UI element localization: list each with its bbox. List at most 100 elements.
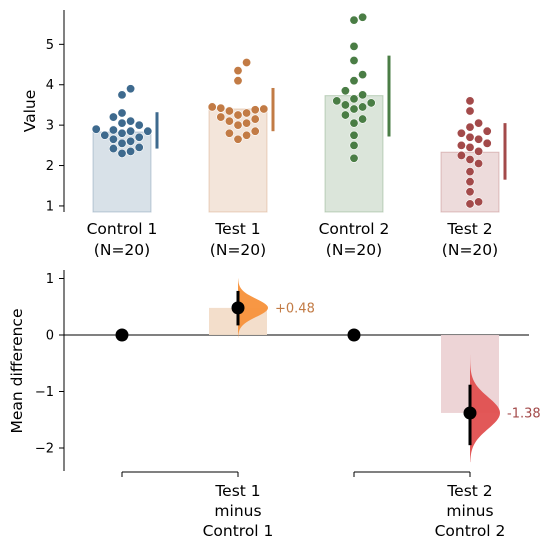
group-label: Control 2 <box>319 220 390 238</box>
swarm-point <box>340 100 350 110</box>
swarm-point <box>465 199 475 209</box>
swarm-point <box>250 126 260 136</box>
top-y-axis-label: Value <box>21 90 39 133</box>
swarm-point <box>358 12 368 22</box>
swarm-point <box>126 146 136 156</box>
swarm-point <box>474 159 484 169</box>
bottom-y-tick-label: −2 <box>35 442 54 457</box>
swarm-point <box>126 84 136 94</box>
group-label: Test 2 <box>446 220 492 238</box>
swarm-point <box>465 96 475 106</box>
swarm-point <box>250 105 260 115</box>
contrast-labels: Test 1 minus Control 1 Test 2 minus Control 2 <box>203 482 506 540</box>
difference-point <box>463 406 477 420</box>
swarm-point <box>465 132 475 142</box>
bootstrap-distribution <box>238 278 268 338</box>
swarm-point <box>340 110 350 120</box>
swarm-point <box>250 114 260 124</box>
swarm-point <box>216 112 226 122</box>
contrast-label-line: Test 2 <box>446 482 492 500</box>
swarm-point <box>108 134 118 144</box>
swarm-point <box>100 130 110 140</box>
reference-point <box>347 328 361 342</box>
group-label: Control 1 <box>87 220 158 238</box>
group-labels: Control 1 (N=20) Test 1 (N=20) Control 2 (N=2… <box>87 220 499 259</box>
swarm-point <box>216 103 226 113</box>
difference-bars <box>209 307 499 413</box>
swarm-point <box>465 106 475 116</box>
swarm-point <box>91 124 101 134</box>
group-n-label: (N=20) <box>442 241 498 259</box>
swarm-point <box>474 146 484 156</box>
contrast-label-line: Test 1 <box>214 482 260 500</box>
swarm-point <box>224 128 234 138</box>
swarm-point <box>349 130 359 140</box>
swarm-point <box>224 106 234 116</box>
swarm-point <box>474 134 484 144</box>
swarm-point <box>108 125 118 135</box>
swarm-point <box>242 130 252 140</box>
swarm-point <box>358 102 368 112</box>
swarm-point <box>349 94 359 104</box>
bottom-y-tick-label: 1 <box>46 272 54 287</box>
difference-value-label: +0.48 <box>275 301 315 316</box>
bottom-y-ticks: −2 −1 0 1 <box>35 272 64 457</box>
swarm-point <box>456 128 466 138</box>
contrast-label-line: Control 2 <box>435 522 506 540</box>
swarm-point <box>233 134 243 144</box>
bottom-x-axis <box>121 471 471 477</box>
bottom-y-tick-label: −1 <box>35 385 54 400</box>
contrast-label-line: Control 1 <box>203 522 274 540</box>
swarm-point <box>465 177 475 187</box>
swarm-point <box>349 153 359 163</box>
swarm-point <box>349 55 359 65</box>
swarm-point <box>108 112 118 122</box>
swarm-points <box>91 12 492 209</box>
swarm-point <box>349 140 359 150</box>
top-y-tick-label: 4 <box>46 78 54 93</box>
swarm-point <box>117 108 127 118</box>
swarm-point <box>465 122 475 132</box>
swarm-point <box>143 126 153 136</box>
swarm-point <box>482 138 492 148</box>
swarm-point <box>242 108 252 118</box>
swarm-point <box>134 120 144 130</box>
swarm-point <box>349 104 359 114</box>
swarm-point <box>474 118 484 128</box>
swarm-point <box>233 76 243 86</box>
swarm-point <box>482 126 492 136</box>
group-n-label: (N=20) <box>210 241 266 259</box>
swarm-point <box>358 90 368 100</box>
swarm-point <box>349 76 359 86</box>
top-y-tick-label: 2 <box>46 159 54 174</box>
swarm-point <box>117 148 127 158</box>
swarm-point <box>332 96 342 106</box>
swarm-point <box>366 98 376 108</box>
reference-point <box>115 328 129 342</box>
swarm-point <box>108 144 118 154</box>
swarm-point <box>207 102 217 112</box>
bottom-y-tick-label: 0 <box>46 329 54 344</box>
top-y-ticks: 1 2 3 4 5 <box>46 38 64 214</box>
swarm-point <box>117 128 127 138</box>
difference-markers: +0.48 -1.38 <box>115 290 541 446</box>
swarm-point <box>126 126 136 136</box>
swarm-point <box>358 114 368 124</box>
swarm-point <box>126 136 136 146</box>
swarm-point <box>474 197 484 207</box>
swarm-point <box>134 142 144 152</box>
swarm-point <box>340 86 350 96</box>
difference-value-label: -1.38 <box>507 406 541 421</box>
swarm-point <box>456 140 466 150</box>
swarm-point <box>358 70 368 80</box>
swarm-point <box>465 154 475 164</box>
top-y-tick-label: 1 <box>46 199 54 214</box>
group-error-bars <box>155 55 507 180</box>
swarm-point <box>233 120 243 130</box>
swarm-point <box>465 187 475 197</box>
swarm-point <box>259 104 269 114</box>
swarm-point <box>349 15 359 25</box>
